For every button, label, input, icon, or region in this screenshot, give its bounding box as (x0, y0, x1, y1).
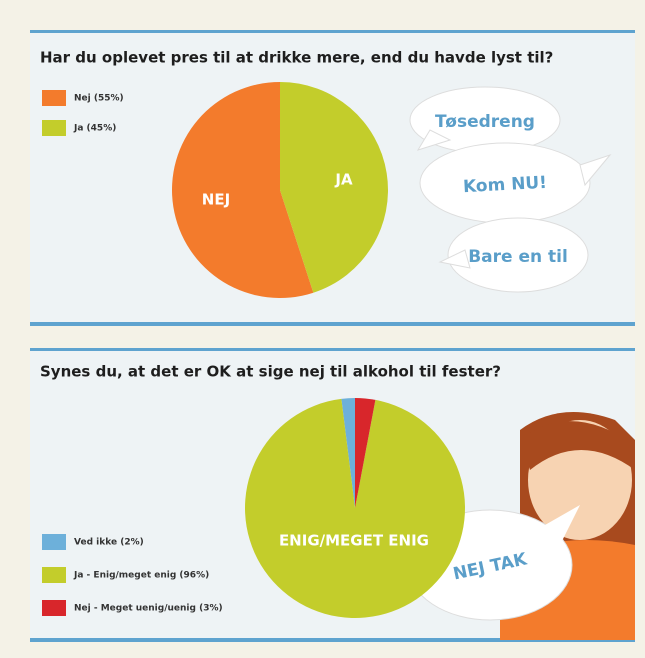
pie-slice (172, 82, 314, 298)
panel-border (30, 348, 635, 351)
legend-swatch (42, 90, 66, 106)
panel-border (30, 30, 635, 33)
slice-label: ENIG/MEGET ENIG (279, 531, 429, 549)
slice-label: JA (334, 170, 353, 188)
panel-border (30, 322, 635, 326)
legend-swatch (42, 600, 66, 616)
legend-label: Ja (45%) (73, 124, 116, 134)
panel-border (30, 638, 635, 642)
pie-slice (341, 398, 355, 508)
bubble-text: Tøsedreng (435, 112, 535, 132)
legend-label: Nej (55%) (74, 94, 124, 104)
speech-bubbles (409, 86, 612, 293)
chart-title: Har du oplevet pres til at drikke mere, … (40, 49, 553, 67)
legend-label: Ved ikke (2%) (74, 538, 144, 548)
legend-swatch (42, 567, 66, 583)
legend-swatch (42, 534, 66, 550)
girl-figure (500, 412, 635, 640)
legend-swatch (42, 120, 66, 136)
legend-label: Nej - Meget uenig/uenig (3%) (74, 604, 223, 614)
chart-title: Synes du, at det er OK at sige nej til a… (40, 363, 501, 381)
pie-slice (355, 398, 376, 508)
bubble-text: Kom NU! (463, 173, 548, 197)
legend-label: Ja - Enig/meget enig (96%) (73, 571, 209, 581)
bubble-text: Bare en til (468, 247, 568, 267)
pie-slice (244, 398, 465, 618)
slice-label: NEJ (202, 191, 230, 209)
pie-slice (280, 82, 389, 293)
